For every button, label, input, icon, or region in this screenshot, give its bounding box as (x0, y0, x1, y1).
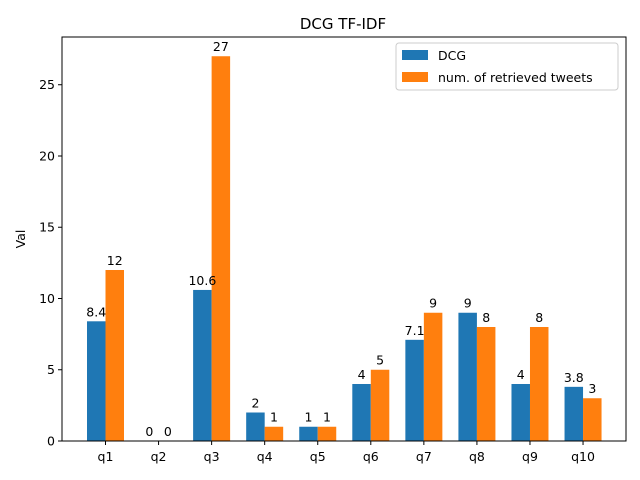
data-label-dcg-q6: 4 (358, 367, 366, 382)
data-label-retrieved-q3: 27 (213, 39, 229, 54)
legend-box (395, 42, 619, 91)
data-label-dcg-q2: 0 (145, 424, 153, 439)
data-label-retrieved-q6: 5 (376, 353, 384, 368)
x-tick-label: q4 (257, 449, 273, 464)
data-label-dcg-q10: 3.8 (564, 370, 584, 385)
y-tick-label: 15 (39, 220, 55, 235)
legend-swatch-dcg (402, 50, 428, 60)
data-label-dcg-q5: 1 (305, 410, 313, 425)
data-label-retrieved-q10: 3 (588, 381, 596, 396)
x-tick-label: q1 (98, 449, 114, 464)
legend-label-retrieved: num. of retrieved tweets (438, 70, 593, 85)
y-tick-label: 5 (47, 362, 55, 377)
plot-frame (61, 36, 627, 442)
x-tick-label: q9 (522, 449, 538, 464)
bar-retrieved-q9 (529, 326, 549, 441)
y-tick-label: 10 (39, 291, 55, 306)
y-tick-label: 20 (39, 148, 55, 163)
data-label-dcg-q3: 10.6 (188, 273, 216, 288)
data-label-dcg-q7: 7.1 (405, 323, 425, 338)
bar-dcg-q1 (87, 321, 106, 441)
data-label-dcg-q4: 2 (251, 395, 259, 410)
legend-label-dcg: DCG (438, 48, 466, 63)
y-tick-label: 0 (47, 434, 55, 449)
data-label-dcg-q9: 4 (517, 367, 525, 382)
data-label-dcg-q1: 8.4 (86, 304, 106, 319)
bar-retrieved-q5 (317, 426, 337, 441)
chart-title: DCG TF-IDF (300, 15, 386, 33)
data-label-retrieved-q5: 1 (323, 410, 331, 425)
data-label-retrieved-q9: 8 (535, 310, 543, 325)
bar-dcg-q10 (564, 386, 584, 441)
legend: DCG num. of retrieved tweets (395, 42, 619, 91)
bar-retrieved-q6 (370, 369, 390, 441)
bar-retrieved-q4 (264, 426, 284, 441)
data-label-dcg-q8: 9 (464, 296, 472, 311)
data-label-retrieved-q7: 9 (429, 296, 437, 311)
bar-dcg-q6 (352, 383, 371, 441)
y-axis-label: Val (13, 230, 28, 249)
bar-retrieved-q7 (423, 312, 443, 441)
x-tick-label: q3 (204, 449, 220, 464)
data-label-retrieved-q1: 12 (107, 253, 123, 268)
y-tick-label: 25 (39, 77, 55, 92)
bar-retrieved-q1 (105, 269, 124, 441)
x-tick-label: q2 (151, 449, 167, 464)
bar-retrieved-q10 (583, 398, 602, 441)
x-tick-label: q7 (416, 449, 432, 464)
bar-dcg-q7 (405, 339, 424, 441)
data-label-retrieved-q2: 0 (164, 424, 172, 439)
bar-dcg-q8 (458, 312, 477, 441)
bar-retrieved-q8 (476, 326, 496, 441)
x-tick-label: q6 (363, 449, 379, 464)
bar-dcg-q9 (511, 383, 530, 441)
x-tick-label: q10 (571, 449, 595, 464)
bar-dcg-q4 (246, 412, 265, 441)
bar-dcg-q5 (299, 426, 318, 441)
x-tick-label: q8 (469, 449, 485, 464)
data-label-retrieved-q8: 8 (482, 310, 490, 325)
bar-dcg-q3 (193, 289, 212, 441)
legend-swatch-retrieved (402, 72, 428, 82)
x-tick-label: q5 (310, 449, 326, 464)
data-label-retrieved-q4: 1 (270, 410, 278, 425)
bars (87, 56, 602, 441)
bar-retrieved-q3 (211, 56, 231, 441)
